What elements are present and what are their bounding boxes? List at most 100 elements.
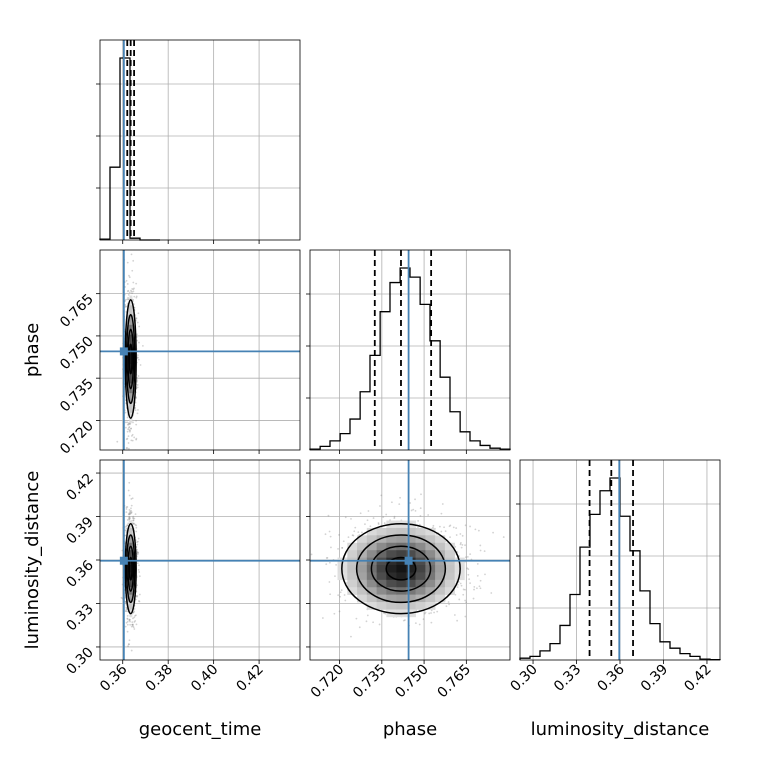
x-axis-label-geocent-time: geocent_time [139,719,262,740]
density-cell [444,542,455,551]
scatter-point [466,555,469,558]
x-tick-label: 0.30 [508,662,541,695]
scatter-point [133,610,136,613]
scatter-point [402,619,405,622]
density-cell [366,579,377,588]
density-cell [131,527,133,536]
scatter-point [412,508,415,511]
scatter-point [385,513,388,516]
scatter-point [473,586,476,588]
scatter-point [452,526,455,529]
contour-level [370,545,432,592]
scatter-point [128,426,131,428]
scatter-point [455,527,458,529]
scatter-point [129,620,131,623]
density-cell [366,527,377,536]
density-cell [376,527,387,536]
scatter-point [404,619,406,621]
scatter-point [136,541,138,544]
density-cell [129,594,131,603]
x-tick-label: 0.36 [97,661,130,694]
scatter-point [134,614,136,617]
density-cell [132,535,135,544]
scatter-point [126,437,129,440]
scatter-point [439,525,441,528]
scatter-point [384,612,387,615]
y-tick-label: 0.36 [63,557,96,590]
scatter-point [136,379,139,382]
scatter-point [127,428,129,431]
scatter-point [135,623,138,626]
scatter-point [367,510,370,512]
density-cell [425,572,436,581]
scatter-point [126,416,129,419]
scatter-point [414,622,417,625]
scatter-point [344,599,347,602]
scatter-point [130,649,133,652]
density-cell [386,527,397,536]
density-cell [366,550,377,558]
scatter-point [131,288,134,290]
x-tick-label: 0.735 [350,662,390,702]
density-cell [357,587,368,595]
scatter-point [443,526,445,529]
density-cell [396,564,407,573]
scatter-point [338,610,341,613]
scatter-point [340,589,343,592]
density-cell [131,402,133,413]
scatter-point [328,581,331,583]
density-cell [366,535,377,544]
x-axis-label-phase: phase [383,719,437,740]
scatter-point [440,530,443,533]
scatter-point [136,562,139,565]
truth-marker [404,556,413,565]
scatter-point [130,507,132,510]
scatter-point [121,549,124,552]
truth-marker [119,556,128,565]
scatter-point [460,546,463,549]
scatter-point [136,356,139,359]
scatter-point [133,517,136,520]
scatter-point [128,274,130,277]
scatter-point [335,563,338,566]
scatter-point [430,621,433,624]
scatter-point [325,563,328,566]
scatter-point [125,279,128,282]
scatter-point [128,276,131,279]
density-cell [357,579,368,588]
density-cell [376,542,387,551]
scatter-point [127,289,130,292]
scatter-point [130,435,133,437]
scatter-point [124,625,127,628]
density-cell [132,324,134,335]
density-cell [425,579,436,588]
scatter-point [130,512,133,515]
scatter-point [126,423,129,426]
scatter-point [125,621,128,624]
scatter-point [138,575,141,578]
scatter-point [128,618,131,621]
scatter-point [129,429,132,432]
density-cell [130,305,132,316]
scatter-point [469,553,472,556]
density-cell [396,550,407,558]
scatter-point [339,591,342,594]
scatter-point [127,296,130,299]
contour-level [127,328,135,390]
y-tick-label: 0.720 [57,418,97,458]
scatter-point [307,597,309,599]
scatter-point [382,516,385,518]
scatter-point [135,397,138,399]
scatter-point [502,536,505,538]
scatter-point [455,534,458,536]
scatter-point [432,524,435,527]
scatter-point [444,540,447,543]
scatter-point [327,514,330,517]
density-cell [131,594,133,603]
scatter-point [125,511,128,514]
scatter-point [131,433,134,436]
contour-level [385,556,417,581]
density-cell [129,373,131,384]
scatter-point [125,438,128,441]
scatter-point [136,543,139,546]
